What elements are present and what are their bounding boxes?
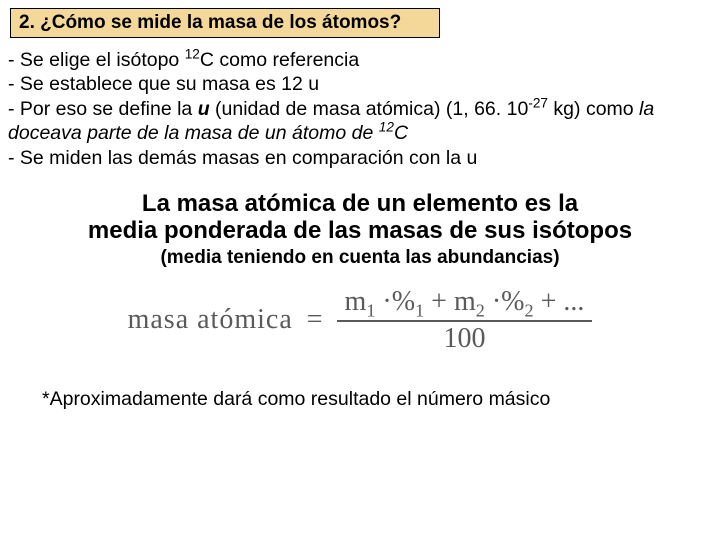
body-text: - Se elige el isótopo 12C como referenci…: [8, 48, 712, 170]
bullet-3-exp: -27: [528, 95, 548, 110]
num-p2: ·%: [485, 286, 525, 317]
formula-fraction: m1 ·%1 + m2 ·%2 + ... 100: [337, 287, 593, 354]
section-title: 2. ¿Cómo se mide la masa de los átomos?: [10, 8, 440, 38]
bullet-3-post: kg) como: [548, 98, 639, 120]
num-ps1: 1: [415, 301, 424, 321]
num-p1: ·%: [375, 286, 415, 317]
bullet-3-pre: - Por eso se define la: [8, 98, 198, 120]
num-s2: 2: [476, 301, 485, 321]
formula-label: masa atómica: [128, 304, 293, 336]
bullet-3-mid: (unidad de masa atómica) (1, 66. 10: [210, 98, 529, 120]
bullet-2: - Se establece que su masa es 12 u: [8, 72, 712, 96]
num-m1: m: [345, 286, 367, 317]
formula-numerator: m1 ·%1 + m2 ·%2 + ...: [337, 287, 593, 322]
formula: masa atómica = m1 ·%1 + m2 ·%2 + ... 100: [0, 287, 720, 354]
bullet-1-sup: 12: [185, 47, 200, 62]
highlight-sub: (media teniendo en cuenta las abundancia…: [0, 247, 720, 269]
bullet-3-ital-sup: 12: [379, 120, 394, 135]
num-m2: m: [454, 286, 476, 317]
num-tail: + ...: [534, 286, 585, 317]
bullet-4: - Se miden las demás masas en comparació…: [8, 146, 712, 170]
formula-denominator: 100: [443, 322, 485, 353]
bullet-1-pre: - Se elige el isótopo: [8, 49, 185, 71]
formula-equals: =: [307, 304, 323, 336]
num-plus1: +: [424, 286, 454, 317]
bullet-3-ital-post: C: [394, 122, 408, 144]
bullet-3: - Por eso se define la u (unidad de masa…: [8, 97, 712, 146]
highlight-line-2: media ponderada de las masas de sus isót…: [30, 217, 690, 245]
highlight-line-1: La masa atómica de un elemento es la: [30, 190, 690, 218]
highlight-statement: La masa atómica de un elemento es la med…: [30, 190, 690, 245]
bullet-1-post: C como referencia: [200, 49, 359, 71]
bullet-1: - Se elige el isótopo 12C como referenci…: [8, 48, 712, 72]
footnote: *Aproximadamente dará como resultado el …: [42, 388, 720, 411]
num-ps2: 2: [525, 301, 534, 321]
bullet-3-u: u: [198, 98, 210, 120]
